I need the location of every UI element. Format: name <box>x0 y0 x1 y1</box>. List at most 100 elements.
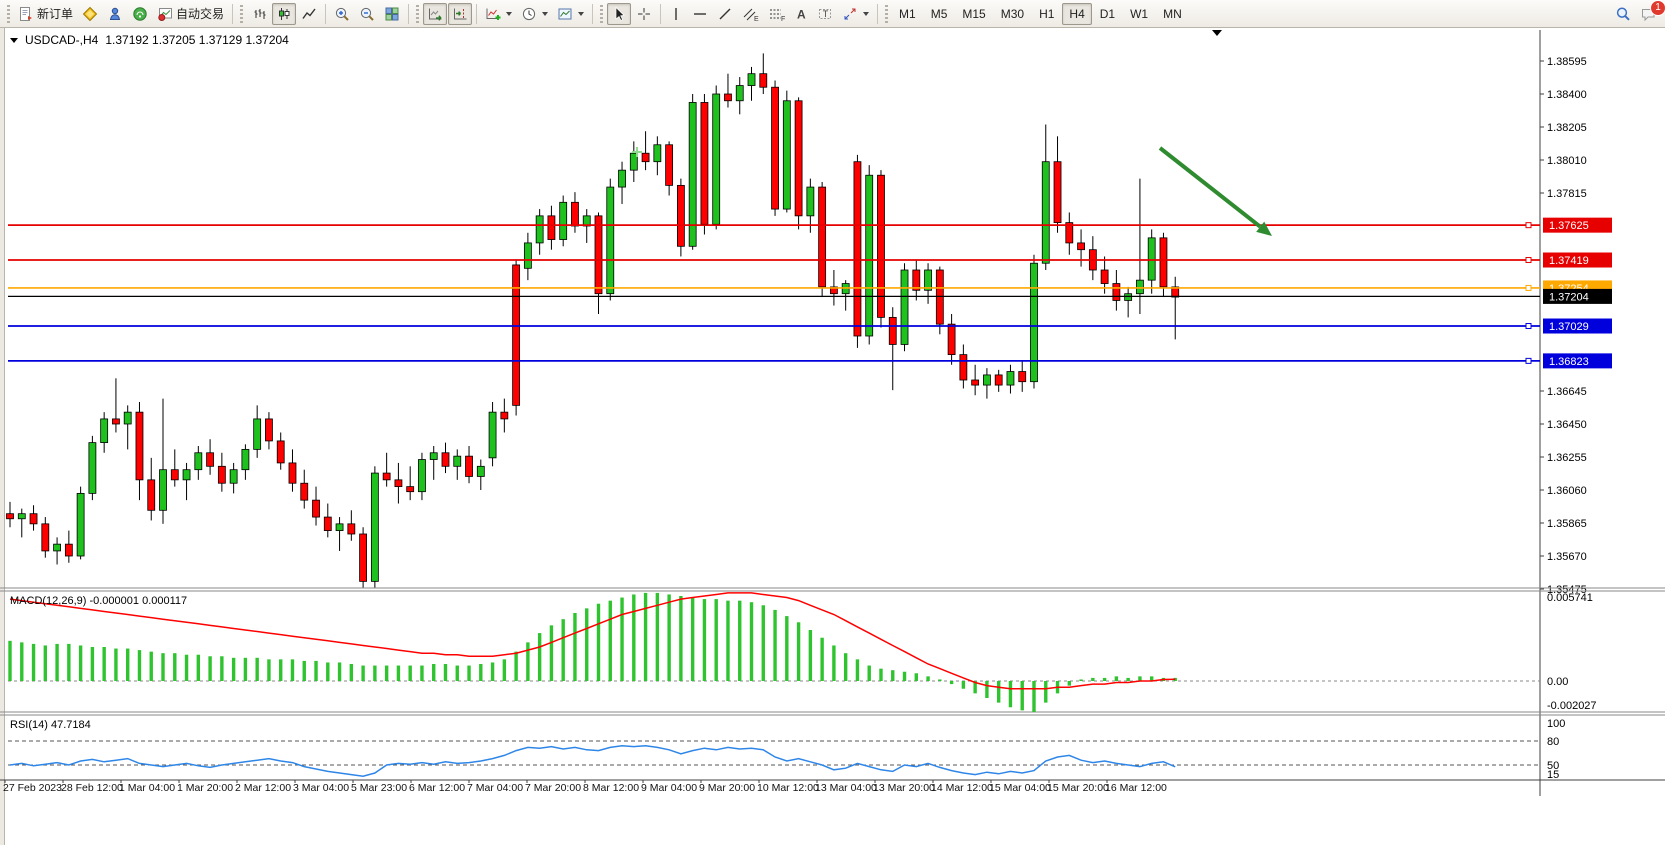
templates-button[interactable] <box>553 3 588 25</box>
time-label: 2 Mar 12:00 <box>235 782 291 794</box>
macd-histogram-bar <box>20 642 24 681</box>
toolbar-separator <box>877 3 879 24</box>
candle-up <box>618 169 626 188</box>
candle-down <box>1171 286 1180 298</box>
price-chart-canvas[interactable]: 1.38595 1.38400 1.38205 1.38010 1.37815 1.366… <box>0 28 1665 845</box>
notifications-button[interactable]: 1 <box>1636 0 1665 25</box>
timeframe-m15-button[interactable]: M15 <box>955 3 992 25</box>
macd-histogram-bar <box>314 660 318 681</box>
candle-down <box>347 523 356 535</box>
timeframe-m1-button[interactable]: M1 <box>892 3 923 25</box>
timeframe-w1-button[interactable]: W1 <box>1123 3 1155 25</box>
macd-histogram-bar <box>208 656 212 681</box>
candle-down <box>217 465 226 484</box>
price-level-badge <box>1543 318 1612 334</box>
dropdown-caret <box>578 11 585 16</box>
zoom-in-button[interactable] <box>330 3 354 25</box>
time-label: 1 Mar 20:00 <box>177 782 233 794</box>
new-order-button[interactable]: 新订单 <box>14 3 77 25</box>
candle-up <box>1136 279 1144 295</box>
line-handle[interactable] <box>1525 257 1532 264</box>
equidistant-channel-tool[interactable]: E <box>738 3 763 25</box>
chart-top-marker-icon[interactable] <box>1212 30 1222 36</box>
macd-histogram-bar <box>891 670 895 681</box>
price-level-badge <box>1543 288 1612 304</box>
macd-histogram-bar <box>608 600 612 681</box>
macd-histogram-bar <box>243 657 248 681</box>
trendline-tool[interactable] <box>713 3 737 25</box>
line-handle[interactable] <box>1525 284 1532 291</box>
macd-histogram-bar <box>161 653 165 681</box>
text-label-tool[interactable]: T <box>813 3 837 25</box>
macd-histogram-bar <box>184 654 189 681</box>
metaeditor-button[interactable] <box>78 3 102 25</box>
timeframe-d1-button[interactable]: D1 <box>1093 3 1122 25</box>
price-level-badge <box>1543 217 1612 233</box>
candle-down <box>1065 222 1074 244</box>
timeframe-h4-button[interactable]: H4 <box>1062 2 1092 25</box>
line-chart-button[interactable] <box>297 3 321 25</box>
navigator-button[interactable] <box>103 3 127 25</box>
autotrading-button[interactable]: 自动交易 <box>153 3 228 25</box>
macd-histogram-bar <box>267 659 271 681</box>
timeframe-m30-button[interactable]: M30 <box>994 3 1031 25</box>
line-handle[interactable] <box>1525 222 1532 229</box>
line-handle[interactable] <box>1525 323 1532 330</box>
candle-down <box>265 418 273 442</box>
indicators-button[interactable] <box>481 3 516 25</box>
macd-histogram-bar <box>514 651 518 681</box>
autotrading-icon <box>157 6 173 22</box>
candle-down <box>759 73 768 88</box>
candle-down <box>394 479 403 488</box>
trend-arrow-annotation[interactable] <box>1158 146 1272 236</box>
macd-histogram-bar <box>467 665 471 681</box>
tile-windows-button[interactable] <box>380 3 404 25</box>
candle-down <box>170 469 179 481</box>
bar-chart-button[interactable] <box>247 3 271 25</box>
candlestick-chart-button[interactable] <box>272 2 297 25</box>
signal-orb-icon <box>132 6 148 22</box>
periods-button[interactable] <box>517 3 552 25</box>
arrows-tool[interactable] <box>838 3 873 25</box>
text-tool[interactable]: A <box>790 3 812 25</box>
macd-histogram-bar <box>537 633 542 681</box>
crosshair-button[interactable] <box>632 3 656 25</box>
cursor-button[interactable] <box>607 2 632 25</box>
fibonacci-tool[interactable]: F <box>764 3 789 25</box>
vertical-line-tool[interactable] <box>665 3 687 25</box>
candle-up <box>335 523 344 532</box>
zoom-out-button[interactable] <box>355 3 379 25</box>
notification-count-badge: 1 <box>1650 0 1665 16</box>
horizontal-line-tool[interactable] <box>688 3 712 25</box>
toolbar-grip <box>416 4 420 23</box>
timeframe-m5-button[interactable]: M5 <box>924 3 955 25</box>
candle-down <box>935 269 944 325</box>
candle-up <box>453 455 462 467</box>
signals-button[interactable] <box>128 3 152 25</box>
line-handle[interactable] <box>1525 357 1532 364</box>
macd-histogram-bar <box>1008 681 1013 708</box>
macd-histogram-bar <box>820 637 824 681</box>
search-button[interactable] <box>1611 3 1635 25</box>
plus-marker-annotation[interactable] <box>632 147 642 157</box>
macd-histogram-bar <box>196 654 201 681</box>
svg-text:A: A <box>797 7 806 21</box>
fibonacci-icon: F <box>768 6 785 22</box>
candle-down <box>888 316 897 345</box>
macd-histogram-bar <box>832 645 836 681</box>
timeframe-h1-button[interactable]: H1 <box>1032 3 1061 25</box>
timeframe-mn-button[interactable]: MN <box>1156 3 1189 25</box>
macd-histogram-bar <box>220 656 224 681</box>
symbol-dropdown-caret[interactable] <box>10 37 18 43</box>
macd-histogram-bar <box>326 662 330 681</box>
macd-histogram-bar <box>690 597 695 681</box>
candle-up <box>782 100 791 210</box>
chart-shift-button[interactable] <box>448 2 473 25</box>
auto-scroll-button[interactable] <box>423 2 448 25</box>
toolbar-separator <box>408 3 410 24</box>
macd-histogram-bar <box>255 657 259 681</box>
dropdown-caret <box>863 11 870 16</box>
candle-down <box>771 86 779 210</box>
chart-symbol-title: USDCAD-,H4 <box>25 33 99 47</box>
macd-histogram-bar <box>1079 679 1083 681</box>
